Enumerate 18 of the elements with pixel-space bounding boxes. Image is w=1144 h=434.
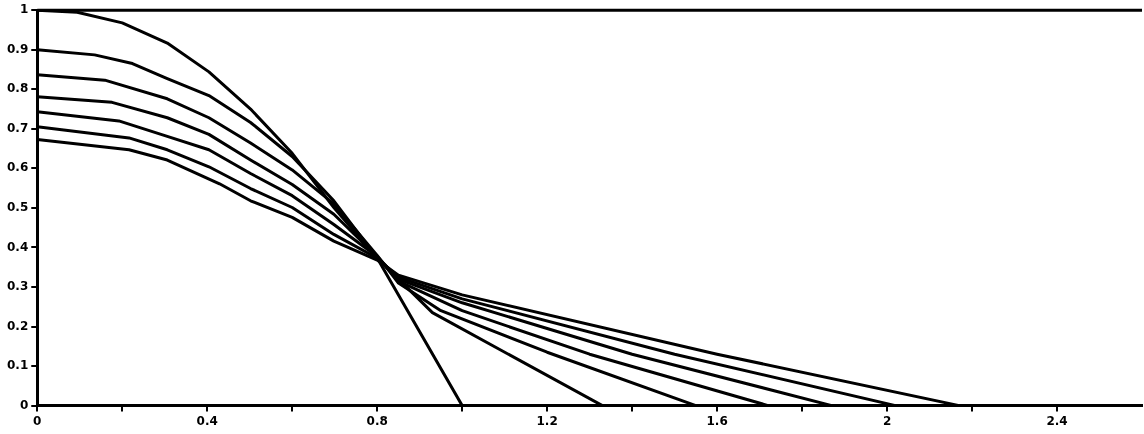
x-tick-label: 2 <box>882 413 892 428</box>
y-tick-label: 0.7 <box>6 120 29 135</box>
y-tick-label: 0.9 <box>6 41 29 56</box>
y-tick-label: 0.6 <box>6 160 29 175</box>
y-tick-label: 0.1 <box>6 358 29 373</box>
x-tick-label: 2.4 <box>1046 413 1068 428</box>
x-tick-label: 0 <box>33 413 42 428</box>
y-tick-label: 0.4 <box>6 239 29 254</box>
y-tick-label: 0.3 <box>6 279 29 294</box>
x-tick-label: 0.4 <box>196 413 218 428</box>
x-tick-label: 1.2 <box>536 413 558 428</box>
x-tick-label: 1.6 <box>706 413 728 428</box>
y-tick-label: 0.2 <box>6 318 29 333</box>
y-tick-label: 1 <box>19 2 29 17</box>
y-tick-label: 0 <box>19 397 29 412</box>
y-tick-label: 0.8 <box>6 81 29 96</box>
x-tick-label: 0.8 <box>366 413 388 428</box>
y-tick-label: 0.5 <box>6 200 29 215</box>
